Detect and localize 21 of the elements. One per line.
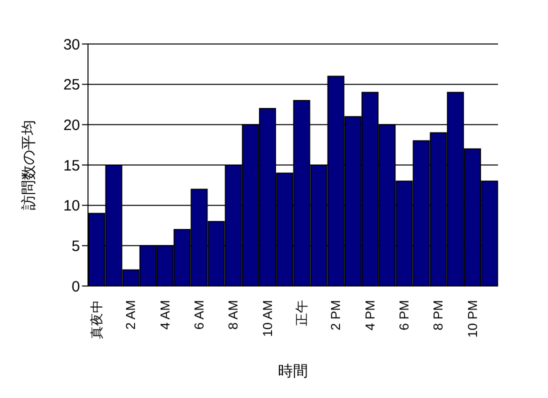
y-tick-label: 20 — [63, 116, 80, 134]
x-tick-label: 8 PM — [430, 300, 446, 330]
x-tick-label: 8 AM — [226, 300, 241, 330]
y-tick-label: 25 — [63, 76, 80, 94]
x-tick-label: 4 AM — [157, 300, 172, 330]
y-tick-label: 15 — [63, 157, 80, 174]
x-axis-title: 時間 — [278, 363, 308, 380]
x-tick-label: 6 AM — [192, 300, 207, 330]
x-tick-label: 10 PM — [464, 300, 480, 338]
y-axis-title: 訪問数の平均 — [20, 120, 38, 210]
x-tick-label: 2 AM — [123, 300, 138, 330]
y-tick-label: 30 — [63, 36, 80, 54]
y-tick-label: 5 — [72, 238, 80, 255]
x-tick-label: 6 PM — [396, 300, 412, 330]
y-tick-label: 0 — [72, 278, 80, 296]
x-tick-label: 2 PM — [328, 300, 344, 330]
x-tick-label: 10 AM — [260, 300, 275, 337]
x-tick-label: 正午 — [294, 300, 310, 326]
y-tick-label: 10 — [63, 198, 80, 215]
x-tick-label: 真夜中 — [89, 300, 104, 339]
x-tick-label: 4 PM — [362, 300, 378, 330]
